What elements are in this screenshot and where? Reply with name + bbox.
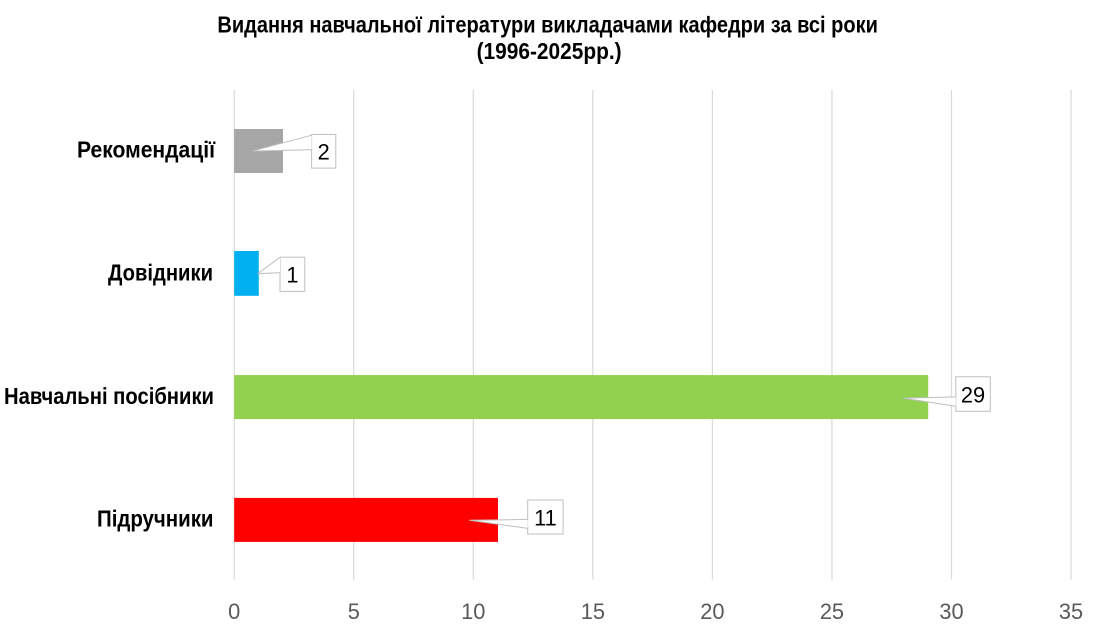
svg-text:30: 30 xyxy=(939,599,963,624)
svg-text:15: 15 xyxy=(581,599,605,624)
svg-text:25: 25 xyxy=(820,599,844,624)
svg-text:5: 5 xyxy=(348,599,360,624)
svg-text:Видання навчальної літератури: Видання навчальної літератури викладачам… xyxy=(217,11,878,37)
svg-text:Рекомендації: Рекомендації xyxy=(77,137,215,163)
svg-text:20: 20 xyxy=(700,599,724,624)
svg-text:Довідники: Довідники xyxy=(108,260,213,286)
svg-text:1: 1 xyxy=(286,262,298,287)
svg-text:Навчальні посібники: Навчальні посібники xyxy=(4,383,214,409)
svg-text:11: 11 xyxy=(534,505,557,530)
svg-text:10: 10 xyxy=(461,599,485,624)
svg-text:35: 35 xyxy=(1059,599,1083,624)
svg-text:(1996-2025рр.): (1996-2025рр.) xyxy=(477,38,622,64)
svg-text:Підручники: Підручники xyxy=(97,505,214,531)
svg-text:0: 0 xyxy=(228,599,240,624)
svg-text:29: 29 xyxy=(961,383,985,408)
svg-text:2: 2 xyxy=(318,139,330,164)
